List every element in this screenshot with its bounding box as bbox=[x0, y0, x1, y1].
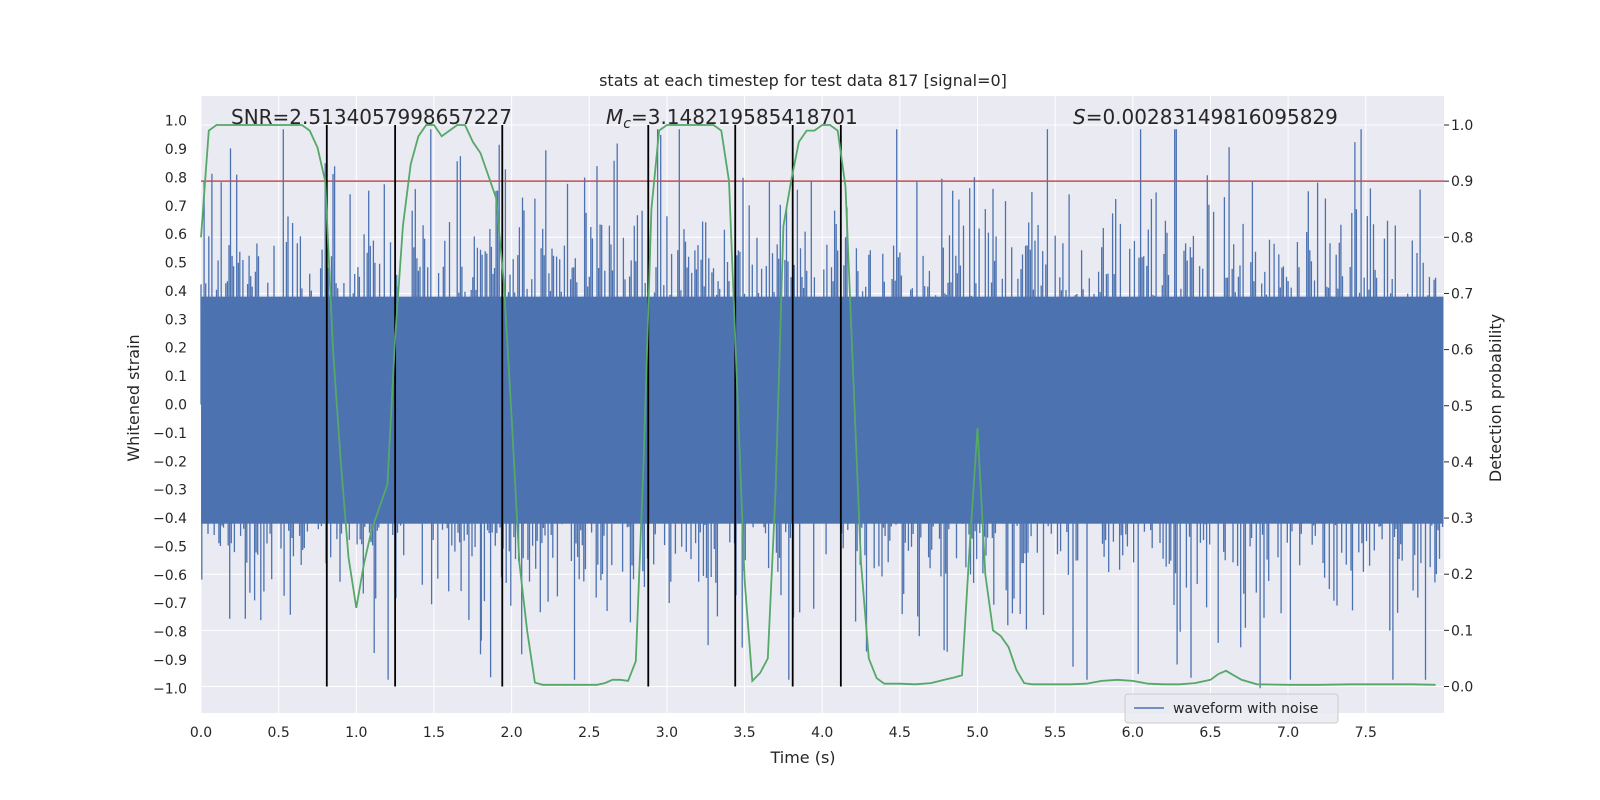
y-right-tick-label: 1.0 bbox=[1451, 118, 1473, 134]
y-tick-label: −1.0 bbox=[153, 681, 187, 697]
y-right-axis-label: Detection probability bbox=[1486, 314, 1505, 482]
chirp-mass-annotation: Mc=3.148219585418701 bbox=[606, 105, 858, 132]
x-tick-label: 4.5 bbox=[889, 725, 911, 741]
x-tick-label: 2.0 bbox=[500, 725, 522, 741]
x-tick-label: 5.0 bbox=[966, 725, 988, 741]
y-tick-label: −0.6 bbox=[153, 568, 187, 584]
legend-box bbox=[1124, 693, 1339, 724]
x-tick-label: 2.5 bbox=[578, 725, 600, 741]
y-right-tick-label: 0.0 bbox=[1451, 680, 1473, 696]
y-right-tick-label: 0.2 bbox=[1451, 567, 1473, 583]
x-tick-label: 6.5 bbox=[1199, 725, 1221, 741]
y-tick-label: −0.3 bbox=[153, 483, 187, 499]
y-tick-label: 0.7 bbox=[165, 199, 187, 215]
y-right-axis-ticks: 1.0 0.9 0.8 0.7 0.6 0.5 0.4 0.3 0.2 0.1 0.0 bbox=[1444, 118, 1473, 696]
x-tick-label: 7.5 bbox=[1355, 725, 1377, 741]
x-tick-label: 0.5 bbox=[268, 725, 290, 741]
x-axis-label: Time (s) bbox=[769, 748, 835, 767]
y-right-tick-label: 0.3 bbox=[1451, 511, 1473, 527]
y-tick-label: −0.9 bbox=[153, 653, 187, 669]
x-tick-label: 3.5 bbox=[733, 725, 755, 741]
x-tick-label: 1.5 bbox=[423, 725, 445, 741]
x-tick-label: 6.0 bbox=[1122, 725, 1144, 741]
y-tick-label: −0.7 bbox=[153, 596, 187, 612]
chirp-mass-subscript: c bbox=[623, 116, 631, 132]
s-symbol: S bbox=[1073, 105, 1086, 129]
y-tick-label: 1.0 bbox=[165, 114, 187, 130]
x-axis-ticks: 0.0 0.5 1.0 1.5 2.0 2.5 3.0 3.5 4.0 4.5 5.0 5.5 6.0 6… bbox=[190, 725, 1377, 741]
y-tick-label: −0.2 bbox=[153, 454, 187, 470]
y-right-tick-label: 0.6 bbox=[1451, 343, 1473, 359]
y-right-tick-label: 0.5 bbox=[1451, 399, 1473, 415]
y-tick-label: −0.1 bbox=[153, 426, 187, 442]
y-right-tick-label: 0.1 bbox=[1451, 623, 1473, 639]
y-tick-label: 0.0 bbox=[165, 398, 187, 414]
y-right-tick-label: 0.4 bbox=[1451, 455, 1473, 471]
y-axis-ticks: 1.0 0.9 0.8 0.7 0.6 0.5 0.4 0.3 0.2 0.1 0.0 −0.1 −0.… bbox=[153, 114, 187, 698]
s-value: =0.00283149816095829 bbox=[1086, 105, 1338, 129]
y-tick-label: 0.5 bbox=[165, 256, 187, 272]
y-axis-label: Whitened strain bbox=[124, 334, 143, 461]
y-tick-label: 0.6 bbox=[165, 227, 187, 243]
y-tick-label: 0.9 bbox=[165, 142, 187, 158]
y-tick-label: 0.2 bbox=[165, 341, 187, 357]
y-right-tick-label: 0.9 bbox=[1451, 174, 1473, 190]
chirp-mass-symbol: M bbox=[606, 105, 623, 129]
x-tick-label: 3.0 bbox=[656, 725, 678, 741]
s-annotation: S=0.00283149816095829 bbox=[1073, 105, 1338, 129]
x-tick-label: 7.0 bbox=[1277, 725, 1299, 741]
legend-label: waveform with noise bbox=[1173, 701, 1318, 717]
y-tick-label: 0.1 bbox=[165, 369, 187, 385]
y-tick-label: −0.5 bbox=[153, 539, 187, 555]
snr-annotation: SNR=2.5134057998657227 bbox=[231, 105, 512, 129]
x-tick-label: 4.0 bbox=[811, 725, 833, 741]
y-tick-label: −0.8 bbox=[153, 625, 187, 641]
y-tick-label: −0.4 bbox=[153, 511, 187, 527]
legend: waveform with noise bbox=[1124, 693, 1339, 724]
waveform-series bbox=[200, 129, 1444, 689]
y-right-tick-label: 0.8 bbox=[1451, 230, 1473, 246]
x-tick-label: 1.0 bbox=[345, 725, 367, 741]
chirp-mass-value: =3.148219585418701 bbox=[631, 105, 858, 129]
x-tick-label: 5.5 bbox=[1044, 725, 1066, 741]
y-tick-label: 0.8 bbox=[165, 170, 187, 186]
detection-probability-line bbox=[200, 124, 1436, 686]
y-tick-label: 0.3 bbox=[165, 312, 187, 328]
chart-title: stats at each timestep for test data 817… bbox=[599, 71, 1007, 90]
y-right-tick-label: 0.7 bbox=[1451, 286, 1473, 302]
waveform-spikes bbox=[200, 129, 1444, 689]
y-tick-label: 0.4 bbox=[165, 284, 187, 300]
x-tick-label: 0.0 bbox=[190, 725, 212, 741]
